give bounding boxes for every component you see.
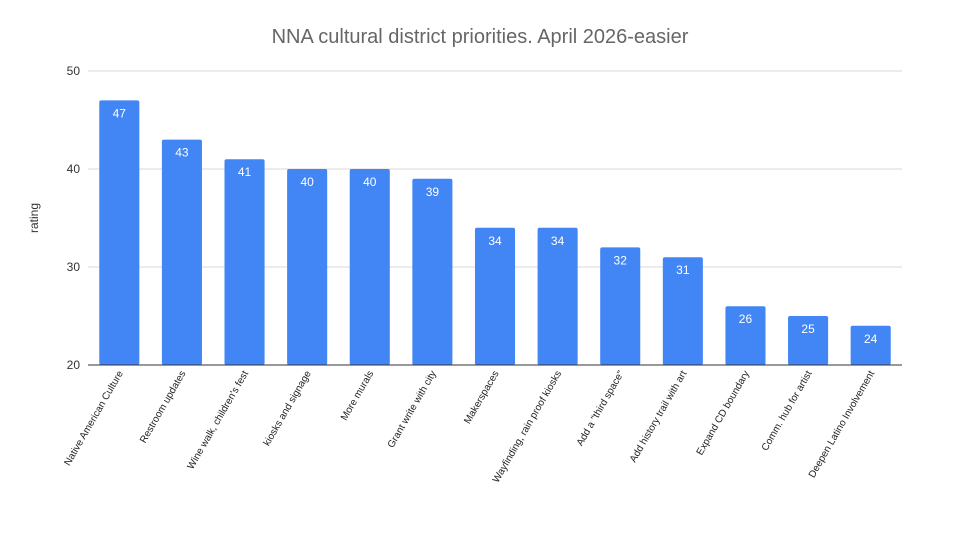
bar <box>474 227 516 365</box>
y-axis-label: rating <box>27 203 41 233</box>
x-tick-label: Wine walk, children's fest <box>186 369 252 472</box>
x-tick-label: Add history trail with art <box>628 369 690 465</box>
data-label: 25 <box>801 322 815 336</box>
data-label: 40 <box>300 175 314 189</box>
x-tick-label: Add a "third space" <box>575 369 627 448</box>
data-label: 47 <box>113 106 127 120</box>
data-label: 40 <box>363 175 377 189</box>
data-label: 39 <box>426 185 440 199</box>
x-tick-label: Comm. hub for artist <box>760 369 815 453</box>
x-tick-label: Makerspaces <box>462 369 501 426</box>
chart-title: NNA cultural district priorities. April … <box>271 26 689 48</box>
bar <box>224 159 265 365</box>
bar <box>99 100 140 366</box>
y-tick-label: 20 <box>67 358 81 372</box>
y-tick-label: 50 <box>67 64 81 78</box>
data-label: 41 <box>238 165 252 179</box>
data-label: 24 <box>864 332 878 346</box>
bar <box>349 169 390 365</box>
x-tick-label: Native American Culture <box>62 369 126 468</box>
bar <box>788 316 829 365</box>
data-label: 32 <box>614 253 628 267</box>
x-tick-label: Grant write with city <box>386 369 439 450</box>
bar <box>662 257 703 365</box>
x-tick-label: Deepen Latino Involvement <box>807 369 878 480</box>
x-tick-label: Restroom updates <box>138 369 188 445</box>
y-tick-label: 30 <box>67 260 81 274</box>
data-label: 34 <box>488 234 502 248</box>
data-label: 43 <box>175 146 189 160</box>
bar <box>537 227 578 365</box>
x-tick-label: Wayfinding, rain proof kiosks <box>491 369 564 485</box>
bar <box>287 169 328 365</box>
x-tick-label: More murals <box>339 369 376 423</box>
bar <box>161 139 202 365</box>
x-tick-label: kiosks and signage <box>262 369 314 449</box>
y-tick-label: 40 <box>67 162 81 176</box>
bar <box>600 247 641 365</box>
bar <box>850 325 891 365</box>
bar <box>725 306 766 365</box>
data-label: 31 <box>676 263 690 277</box>
data-label: 34 <box>551 234 565 248</box>
x-tick-label: Expand CD boundary <box>695 369 752 457</box>
data-label: 26 <box>739 312 753 326</box>
bar <box>412 178 453 365</box>
